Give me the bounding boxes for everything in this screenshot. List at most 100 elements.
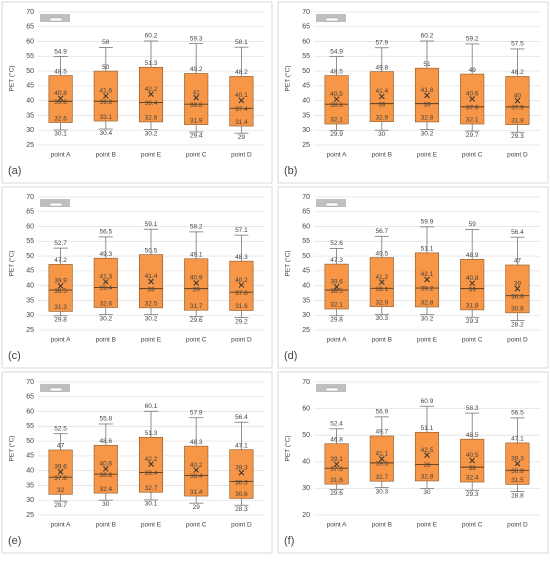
max-label: 57.9 [190, 409, 203, 416]
mean-label: 39.3 [235, 464, 248, 471]
median-label: 38.5 [330, 288, 343, 295]
y-tick-label: 50 [26, 253, 34, 260]
max-label: 57.9 [375, 39, 388, 46]
mean-label: 39.6 [330, 279, 343, 286]
x-tick-label: point E [141, 522, 162, 529]
q3-label: 48.6 [99, 438, 112, 445]
median-label: 38.4 [190, 473, 203, 480]
y-tick-label: 70 [302, 379, 310, 386]
min-label: 30.3 [375, 488, 388, 495]
x-tick-label: point A [51, 152, 72, 159]
q1-label: 32.8 [145, 115, 158, 122]
median-label: 39.4 [145, 100, 158, 107]
y-axis-label: PET (°C) [8, 66, 16, 92]
min-label: 30.2 [145, 315, 158, 322]
median-label: 37.8 [235, 290, 248, 297]
mean-label: 42.1 [421, 271, 434, 278]
q1-label: 32.9 [375, 299, 388, 306]
mean-marker [469, 96, 476, 102]
median-label: 37.9 [511, 105, 524, 112]
mean-label: 39.3 [511, 455, 524, 462]
min-label: 29.7 [54, 502, 67, 509]
q1-label: 31.9 [511, 117, 524, 124]
min-label: 29.8 [54, 317, 67, 324]
mean-label: 39.1 [330, 456, 343, 463]
mean-label: 42.5 [421, 447, 434, 454]
mean-label: 41.6 [99, 88, 112, 95]
q3-label: 48.2 [235, 69, 248, 76]
y-tick-label: 30 [26, 127, 34, 134]
y-tick-label: 50 [302, 68, 310, 75]
y-tick-label: 60 [26, 408, 34, 415]
y-tick-label: 40 [26, 283, 34, 290]
q1-label: 32.8 [421, 474, 434, 481]
y-tick-label: 30 [26, 497, 34, 504]
panel-frame [1, 1, 273, 184]
y-tick-label: 45 [26, 83, 34, 90]
q3-label: 51.3 [145, 430, 158, 437]
mean-label: 41 [193, 89, 201, 96]
panel-label: (e) [8, 535, 21, 547]
mean-marker [102, 93, 109, 99]
min-label: 30 [378, 131, 386, 138]
max-label: 54.9 [54, 48, 67, 55]
y-tick-label: 55 [26, 423, 34, 430]
min-label: 30 [423, 489, 431, 496]
q3-label: 48.2 [511, 69, 524, 76]
mean-marker [469, 280, 476, 287]
median-label: 36.8 [511, 468, 524, 475]
mean-marker [193, 467, 200, 473]
mean-marker [148, 278, 154, 285]
max-label: 54.9 [330, 48, 343, 55]
x-tick-label: point D [231, 152, 252, 159]
median-label: 39 [378, 101, 386, 108]
x-tick-label: point D [507, 152, 528, 159]
x-tick-label: point E [141, 152, 162, 159]
median-label: 39.4 [99, 285, 112, 292]
min-label: 29.4 [190, 133, 203, 140]
panel-label: (b) [284, 165, 297, 177]
y-tick-label: 60 [302, 38, 310, 45]
min-label: 30.3 [375, 315, 388, 322]
q1-label: 32.8 [421, 300, 434, 307]
mean-marker [57, 95, 64, 102]
q3-label: 49 [469, 67, 477, 74]
y-tick-label: 40 [302, 98, 310, 105]
y-tick-label: 30 [26, 312, 34, 319]
mean-marker [424, 276, 430, 283]
mean-label: 41.3 [99, 274, 112, 281]
mean-label: 40.5 [330, 91, 343, 98]
box [229, 76, 254, 127]
min-label: 30.2 [421, 130, 434, 137]
q3-label: 47 [514, 258, 522, 265]
x-tick-label: point B [372, 337, 392, 344]
panel-frame [277, 186, 549, 369]
q1-label: 32.6 [54, 115, 67, 122]
max-label: 52.4 [330, 421, 343, 428]
min-label: 29.3 [466, 318, 479, 325]
q1-label: 31.6 [330, 477, 343, 484]
mean-marker [378, 93, 385, 100]
max-label: 56.9 [375, 409, 388, 416]
max-label: 59 [469, 221, 477, 228]
panel-label: (a) [8, 165, 21, 177]
panel-frame [1, 186, 273, 369]
box [229, 449, 254, 499]
y-tick-label: 40 [26, 98, 34, 105]
median-label: 39 [193, 286, 201, 293]
q3-label: 48.3 [235, 254, 248, 261]
max-label: 60.9 [421, 398, 434, 405]
median-label: 39.8 [99, 99, 112, 106]
q3-label: 47.1 [511, 436, 524, 443]
y-tick-label: 35 [302, 112, 310, 119]
max-label: 52.7 [54, 240, 67, 247]
min-label: 29.6 [330, 490, 343, 497]
mean-marker [469, 457, 476, 464]
q3-label: 51.1 [421, 246, 434, 253]
min-label: 28.2 [511, 321, 524, 328]
q3-label: 49.3 [99, 251, 112, 258]
q1-label: 32.7 [375, 474, 388, 481]
median-label: 37.4 [235, 106, 248, 113]
median-label: 39.8 [54, 99, 67, 106]
median-label: 37.6 [330, 466, 343, 473]
